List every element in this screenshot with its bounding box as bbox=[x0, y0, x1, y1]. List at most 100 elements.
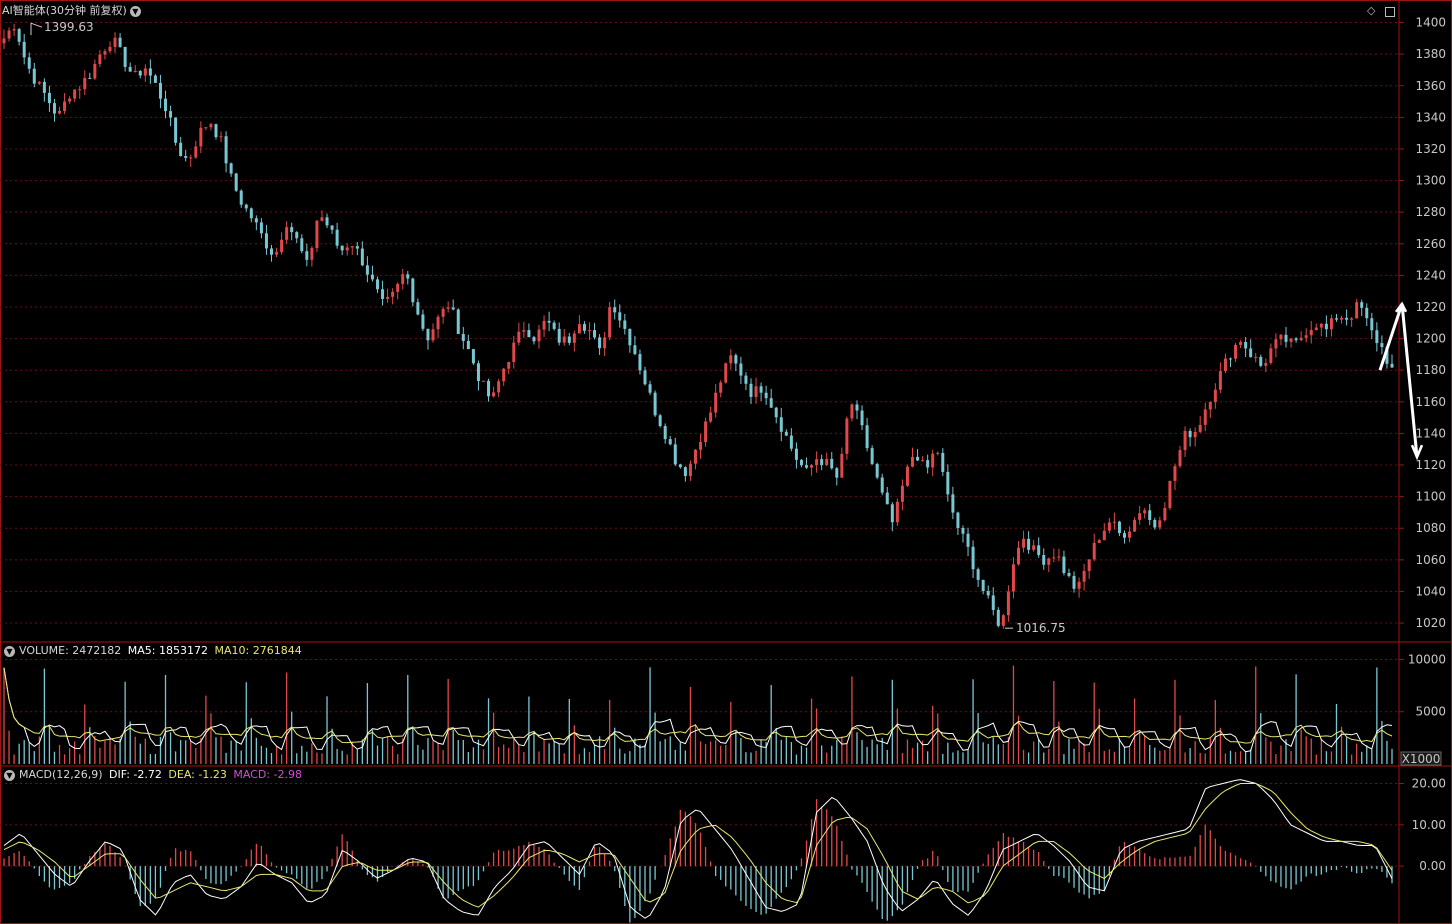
candle-down bbox=[290, 227, 294, 233]
candle-down bbox=[406, 274, 410, 279]
candle-down bbox=[885, 492, 889, 505]
macd-menu-icon[interactable]: ▼ bbox=[4, 769, 15, 781]
candle-down bbox=[1380, 343, 1384, 348]
price-tick-label: 1120 bbox=[1415, 458, 1446, 472]
candle-up bbox=[441, 308, 445, 317]
candle-down bbox=[1324, 323, 1328, 330]
candle-up bbox=[108, 46, 112, 52]
candle-down bbox=[1334, 318, 1338, 320]
volume-label: VOLUME: 2472182 bbox=[19, 644, 122, 657]
candle-up bbox=[562, 336, 566, 343]
window-toggle-icon[interactable] bbox=[1385, 7, 1395, 17]
candle-up bbox=[1309, 329, 1313, 336]
candle-down bbox=[976, 569, 980, 580]
price-tick-label: 1200 bbox=[1415, 332, 1446, 346]
candle-down bbox=[164, 98, 168, 112]
candle-down bbox=[375, 279, 379, 290]
candle-up bbox=[1087, 559, 1091, 571]
price-tick-label: 1080 bbox=[1415, 521, 1446, 535]
volume-tick-label: 10000 bbox=[1408, 652, 1446, 666]
price-tick-label: 1020 bbox=[1415, 616, 1446, 630]
candle-up bbox=[98, 54, 102, 64]
candle-up bbox=[1047, 558, 1051, 565]
candle-up bbox=[199, 127, 203, 147]
candle-up bbox=[194, 146, 198, 158]
candle-up bbox=[63, 101, 67, 111]
price-tick-label: 1060 bbox=[1415, 553, 1446, 567]
candle-up bbox=[204, 127, 208, 129]
candle-down bbox=[1249, 348, 1253, 358]
candle-down bbox=[744, 375, 748, 384]
candle-down bbox=[789, 435, 793, 449]
price-tick-label: 1340 bbox=[1415, 110, 1446, 124]
candle-down bbox=[118, 37, 122, 47]
macd-dif-line bbox=[3, 779, 1393, 919]
candle-up bbox=[209, 124, 213, 128]
volume-tick-label: 5000 bbox=[1415, 705, 1446, 719]
diamond-icon[interactable]: ◇ bbox=[1367, 4, 1376, 17]
candle-down bbox=[52, 103, 56, 114]
candle-up bbox=[12, 29, 16, 31]
candle-up bbox=[1133, 519, 1137, 532]
candle-up bbox=[436, 316, 440, 330]
candle-up bbox=[729, 355, 733, 364]
candle-down bbox=[981, 579, 985, 592]
price-tick-label: 1260 bbox=[1415, 237, 1446, 251]
macd-label: MACD(12,26,9) bbox=[19, 768, 103, 781]
candle-up bbox=[401, 274, 405, 284]
candle-down bbox=[557, 328, 561, 343]
chevron-down-icon[interactable]: ▼ bbox=[129, 5, 141, 17]
candle-down bbox=[951, 494, 955, 513]
candle-down bbox=[961, 528, 965, 534]
candle-down bbox=[567, 336, 571, 343]
candle-down bbox=[244, 204, 248, 209]
candle-up bbox=[1269, 348, 1273, 363]
candle-down bbox=[1360, 302, 1364, 308]
candle-down bbox=[259, 222, 263, 234]
candle-up bbox=[1178, 450, 1182, 467]
candle-down bbox=[658, 415, 662, 427]
candle-up bbox=[1254, 356, 1258, 358]
candle-up bbox=[921, 460, 925, 462]
candle-up bbox=[825, 458, 829, 466]
candle-down bbox=[365, 265, 369, 275]
candle-up bbox=[93, 63, 97, 79]
candle-down bbox=[986, 591, 990, 596]
candle-down bbox=[860, 410, 864, 426]
candle-up bbox=[1077, 581, 1081, 589]
candle-up bbox=[1011, 564, 1015, 592]
candle-down bbox=[411, 278, 415, 303]
min-price-label: 1016.75 bbox=[1016, 621, 1066, 635]
max-price-label: 1399.63 bbox=[44, 20, 94, 34]
candle-down bbox=[820, 459, 824, 466]
candle-up bbox=[1006, 591, 1010, 616]
candle-up bbox=[446, 307, 450, 309]
candle-up bbox=[133, 70, 137, 72]
chart-header: AI智能体(30分钟 前复权) ▼ bbox=[2, 4, 141, 18]
candle-down bbox=[305, 251, 309, 260]
candle-down bbox=[1067, 572, 1071, 576]
candle-up bbox=[1163, 507, 1167, 521]
candle-down bbox=[764, 392, 768, 399]
candle-up bbox=[7, 30, 11, 39]
candle-up bbox=[492, 392, 496, 397]
candle-down bbox=[1148, 510, 1152, 520]
candle-up bbox=[280, 239, 284, 253]
volume-ma5-label: MA5: 1853172 bbox=[127, 644, 208, 657]
candle-up bbox=[587, 330, 591, 332]
candle-up bbox=[103, 51, 107, 55]
candle-down bbox=[1370, 318, 1374, 331]
candle-up bbox=[699, 442, 703, 450]
candle-down bbox=[148, 68, 152, 76]
candle-down bbox=[325, 217, 329, 226]
candle-up bbox=[285, 227, 289, 240]
candle-down bbox=[835, 468, 839, 478]
candle-down bbox=[618, 312, 622, 321]
candle-down bbox=[946, 471, 950, 495]
candle-down bbox=[941, 452, 945, 472]
candle-up bbox=[1350, 318, 1354, 320]
candle-down bbox=[648, 384, 652, 393]
candle-down bbox=[224, 136, 228, 164]
volume-menu-icon[interactable]: ▼ bbox=[4, 645, 15, 657]
candle-down bbox=[88, 77, 92, 79]
